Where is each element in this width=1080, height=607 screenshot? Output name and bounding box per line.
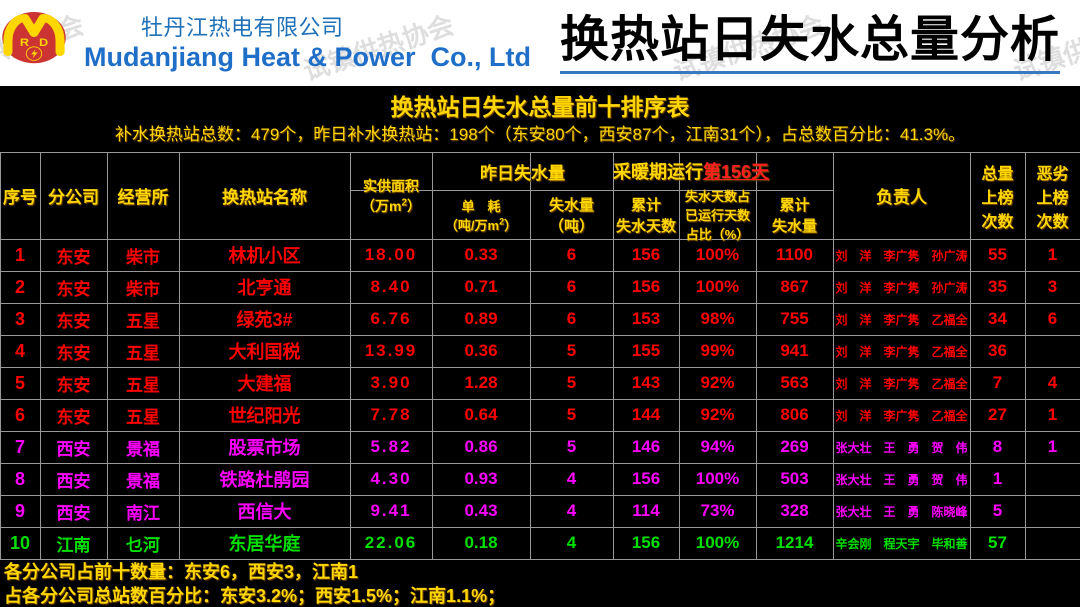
svg-text:D: D [39,36,49,49]
svg-text:R: R [20,36,30,49]
